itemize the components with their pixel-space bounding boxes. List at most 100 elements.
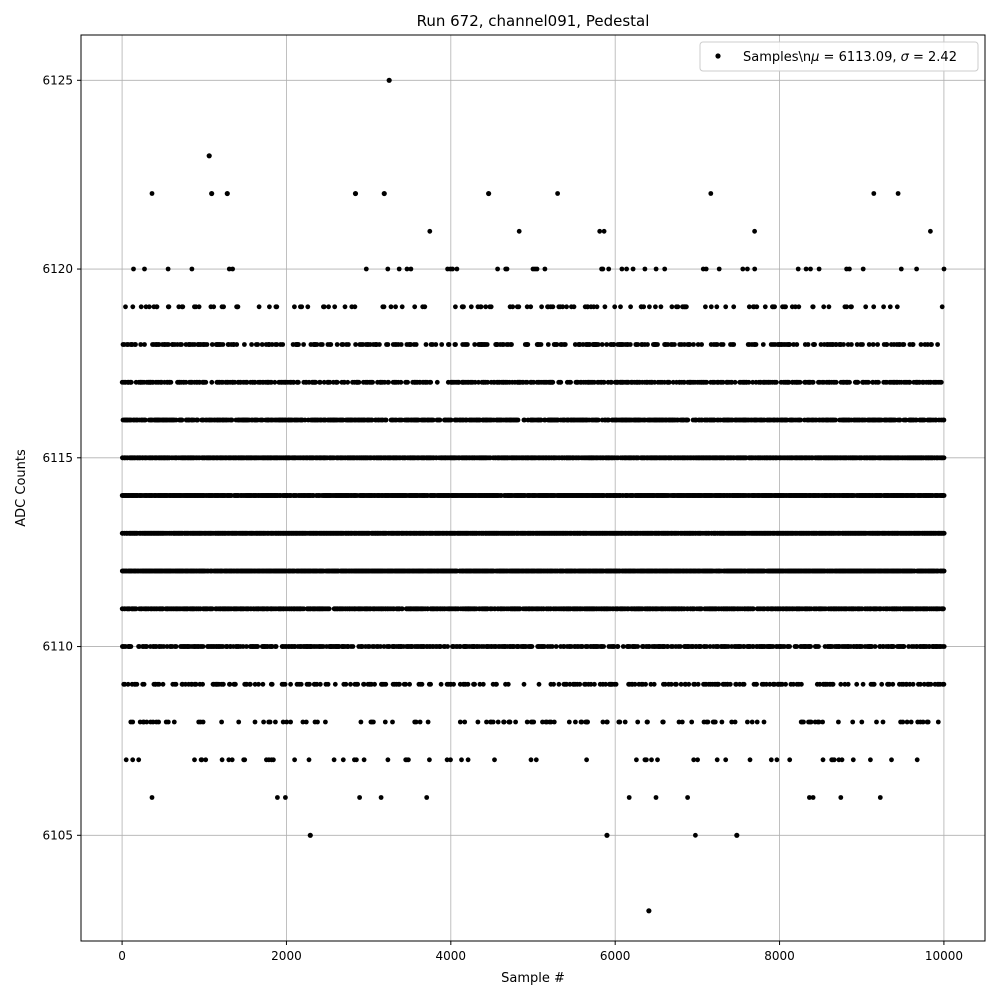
data-point [484,719,489,725]
data-point [200,644,206,649]
data-point [161,644,167,649]
data-point [564,681,569,687]
data-point [425,719,431,725]
data-point [465,757,471,763]
data-point [850,719,856,725]
data-point [529,644,535,649]
data-point [444,757,450,763]
data-point [501,719,507,725]
data-point [859,719,865,725]
data-point [229,757,235,763]
data-point [361,757,367,763]
data-point [306,757,312,763]
data-point [271,757,276,763]
data-point [524,719,530,725]
data-point [668,681,674,687]
data-point [556,681,562,687]
data-point [165,719,171,725]
data-point [613,681,619,687]
data-point [651,681,657,687]
data-point [130,719,136,725]
data-point [921,681,927,687]
data-point [122,681,128,687]
data-point [727,681,733,687]
data-point [314,681,320,687]
data-point [125,681,131,687]
data-point [462,719,468,725]
data-point [382,719,388,725]
data-point [655,757,660,763]
data-point [378,644,383,649]
data-point [358,719,364,725]
data-point [317,681,323,687]
data-point [918,681,923,687]
data-point [199,757,205,763]
data-point [648,681,654,687]
data-point [941,530,947,536]
data-point [494,681,499,687]
data-point [553,644,559,649]
data-point [348,681,353,687]
data-point [326,606,332,612]
data-point [908,719,914,725]
data-point [427,757,432,763]
data-point [505,681,511,687]
data-point [200,719,206,725]
data-point [141,681,147,687]
data-point [768,757,774,763]
data-point [649,757,654,763]
data-point [551,681,556,687]
data-point [149,795,155,800]
data-point [252,719,258,725]
data-point [134,681,140,687]
data-point [854,681,860,687]
data-point [925,719,931,725]
data-point [219,719,225,725]
data-point [879,681,885,687]
data-point [920,719,926,725]
data-point [733,681,739,687]
data-point [839,757,845,763]
data-point [424,795,430,800]
data-point [747,757,753,763]
data-point [236,719,242,725]
data-point [750,644,756,649]
data-point [340,757,346,763]
data-point [850,757,856,763]
data-point [693,832,698,838]
data-point [712,719,718,725]
data-point [457,644,463,649]
data-point [242,757,248,763]
data-point [332,681,338,687]
data-point [910,681,916,687]
data-point [588,681,594,687]
data-point [799,681,804,687]
data-point [592,681,597,687]
data-point [816,719,822,725]
data-point [267,719,273,725]
data-point [203,757,209,763]
data-point [193,681,199,687]
data-point [192,757,197,763]
data-point [644,757,649,763]
data-point [941,644,947,649]
data-point [692,681,698,687]
data-point [255,644,261,649]
data-point [521,681,527,687]
data-point [695,757,700,763]
data-point [935,719,941,725]
data-point [674,681,679,687]
data-point [830,681,836,687]
data-point [603,681,608,687]
data-point [914,757,920,763]
data-point [770,644,776,649]
data-point [325,681,331,687]
data-point [331,757,337,763]
data-point [465,681,471,687]
data-point [354,757,359,763]
data-point [941,606,946,612]
data-point [171,719,177,725]
data-point [907,681,913,687]
